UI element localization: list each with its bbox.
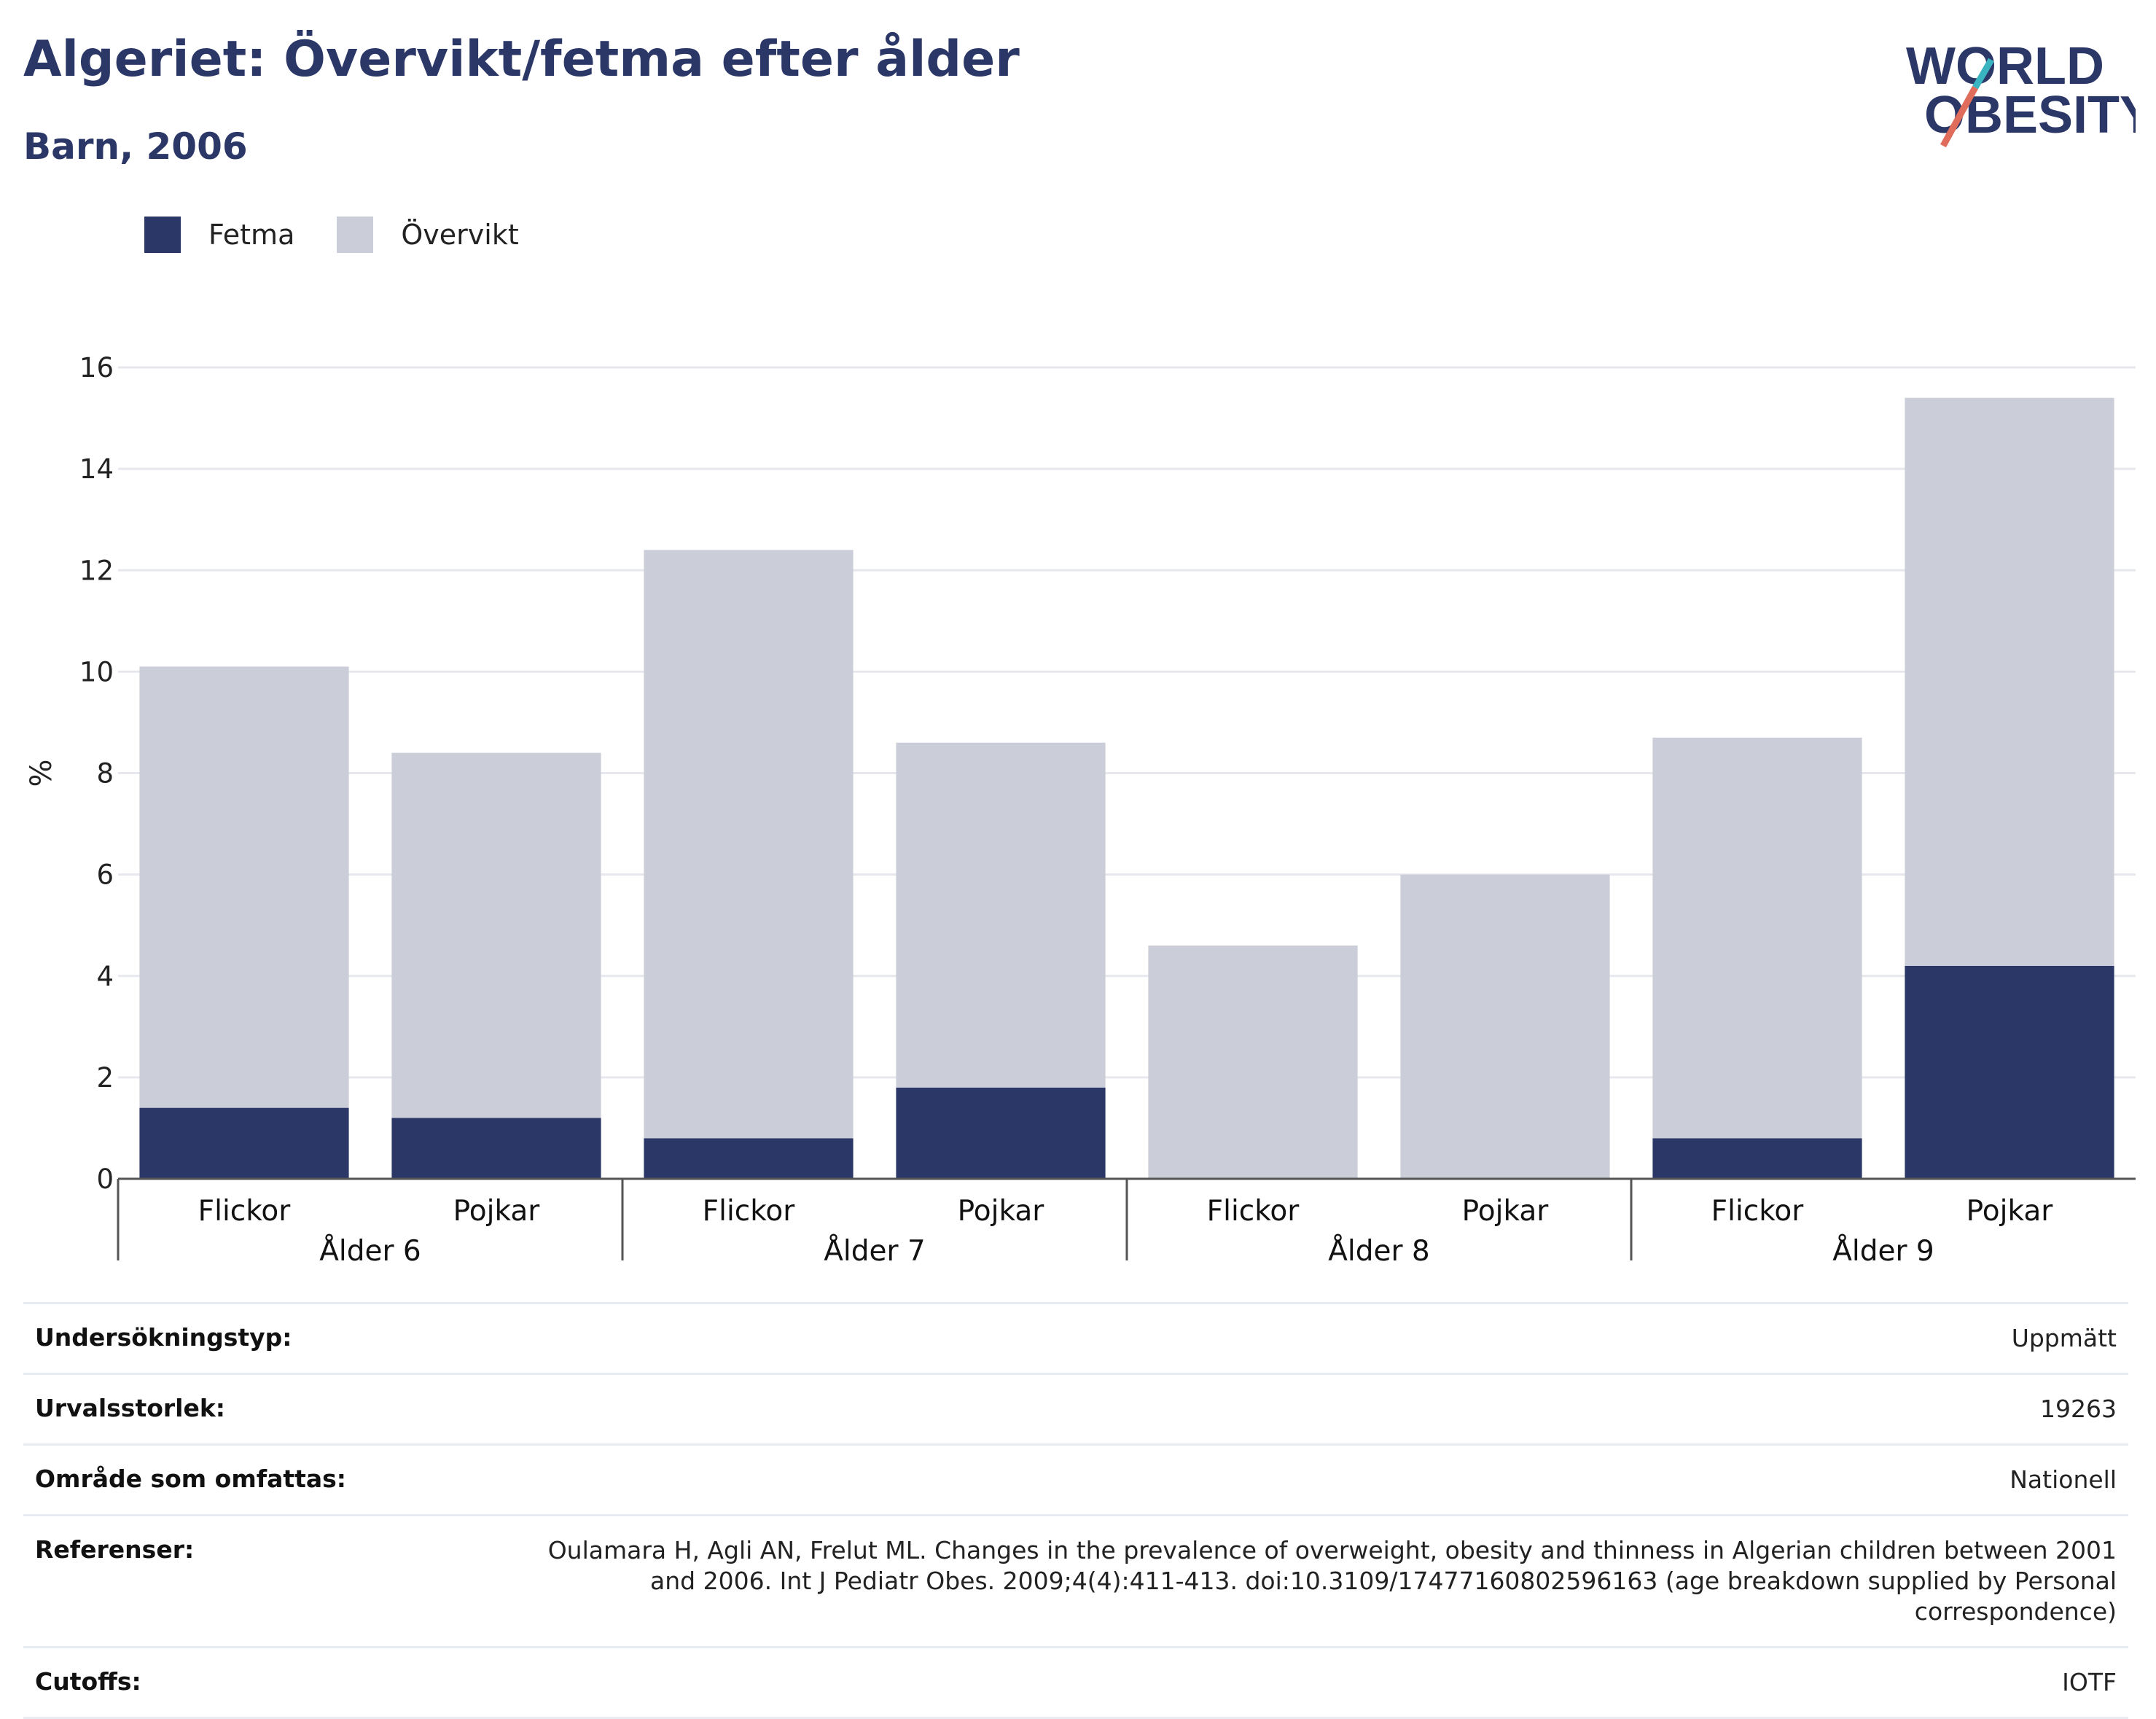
legend-swatch-overvikt	[337, 217, 374, 253]
x-tick-label: Flickor	[703, 1195, 796, 1228]
page-subtitle: Barn, 2006	[23, 125, 248, 168]
info-key: Referenser:	[35, 1535, 195, 1564]
legend-label-overvikt: Övervikt	[401, 219, 519, 251]
info-row-survey-type: Undersökningstyp: Uppmätt	[23, 1302, 2128, 1373]
group-label: Ålder 7	[824, 1233, 926, 1268]
x-tick-label: Pojkar	[453, 1195, 541, 1228]
info-table: Undersökningstyp: Uppmätt Urvalsstorlek:…	[23, 1302, 2128, 1719]
bar-vervikt-6	[1400, 874, 1610, 1179]
bar-vervikt-1	[139, 666, 349, 1108]
y-tick-label: 0	[96, 1163, 114, 1195]
info-value: Nationell	[2009, 1465, 2117, 1494]
y-tick-label: 8	[96, 758, 114, 790]
info-value: Oulamara H, Agli AN, Frelut ML. Changes …	[547, 1536, 2117, 1626]
x-tick-label: Flickor	[1711, 1195, 1805, 1228]
x-tick-label: Pojkar	[958, 1195, 1045, 1228]
y-tick-label: 12	[79, 555, 114, 586]
bar-vervikt-7	[1652, 737, 1862, 1139]
logo-line1: WORLD	[1906, 37, 2104, 96]
legend-item-fetma[interactable]: Fetma	[144, 217, 294, 253]
info-row-references: Referenser: Oulamara H, Agli AN, Frelut …	[23, 1514, 2128, 1646]
y-axis-label: %	[25, 759, 58, 787]
bar-fetma-1	[139, 1107, 349, 1179]
legend-label-fetma: Fetma	[208, 219, 295, 251]
chart-legend: Fetma Övervikt	[144, 215, 561, 254]
world-obesity-logo: WORLD OBESITY	[1902, 22, 2155, 153]
x-tick-label: Pojkar	[1462, 1195, 1550, 1228]
y-tick-label: 4	[96, 961, 114, 992]
bar-fetma-8	[1905, 965, 2114, 1179]
bar-fetma-4	[896, 1087, 1106, 1179]
x-tick-label: Flickor	[1207, 1195, 1300, 1228]
info-value: IOTF	[2062, 1668, 2117, 1696]
y-tick-label: 6	[96, 860, 114, 891]
info-row-sample-size: Urvalsstorlek: 19263	[23, 1373, 2128, 1443]
legend-swatch-fetma	[144, 217, 181, 253]
page-title: Algeriet: Övervikt/fetma efter ålder	[23, 31, 1020, 88]
logo-line2: OBESITY	[1924, 86, 2136, 144]
bar-fetma-3	[644, 1138, 854, 1179]
group-label: Ålder 8	[1328, 1233, 1430, 1268]
x-tick-label: Flickor	[198, 1195, 292, 1228]
bar-vervikt-5	[1148, 946, 1358, 1179]
bar-vervikt-4	[896, 742, 1106, 1088]
group-label: Ålder 6	[319, 1233, 421, 1268]
logo-slash-red	[1940, 85, 1978, 148]
bar-vervikt-8	[1905, 397, 2114, 966]
x-tick-label: Pojkar	[1966, 1195, 2054, 1228]
bar-fetma-7	[1652, 1138, 1862, 1179]
info-value: 19263	[2040, 1395, 2117, 1423]
info-key: Urvalsstorlek:	[35, 1394, 226, 1422]
info-key: Område som omfattas:	[35, 1465, 347, 1493]
group-label: Ålder 9	[1832, 1233, 1934, 1268]
bar-vervikt-2	[391, 752, 601, 1118]
legend-item-overvikt[interactable]: Övervikt	[337, 217, 519, 253]
y-tick-label: 10	[79, 656, 114, 687]
info-row-area: Område som omfattas: Nationell	[23, 1443, 2128, 1514]
logo-slash-teal	[1972, 58, 1994, 90]
bar-vervikt-3	[644, 550, 854, 1139]
info-key: Undersökningstyp:	[35, 1323, 292, 1352]
info-value: Uppmätt	[2011, 1324, 2117, 1352]
info-key: Cutoffs:	[35, 1667, 141, 1696]
bar-chart: 0 2 4 6 8 10 12 14 16% Flickor Pojkar Flickor Pojkar…	[25, 352, 2136, 1268]
info-row-cutoffs: Cutoffs: IOTF	[23, 1646, 2128, 1719]
y-tick-label: 2	[96, 1062, 114, 1094]
bar-fetma-2	[391, 1118, 601, 1179]
y-tick-label: 14	[79, 453, 114, 485]
y-tick-label: 16	[79, 352, 114, 383]
